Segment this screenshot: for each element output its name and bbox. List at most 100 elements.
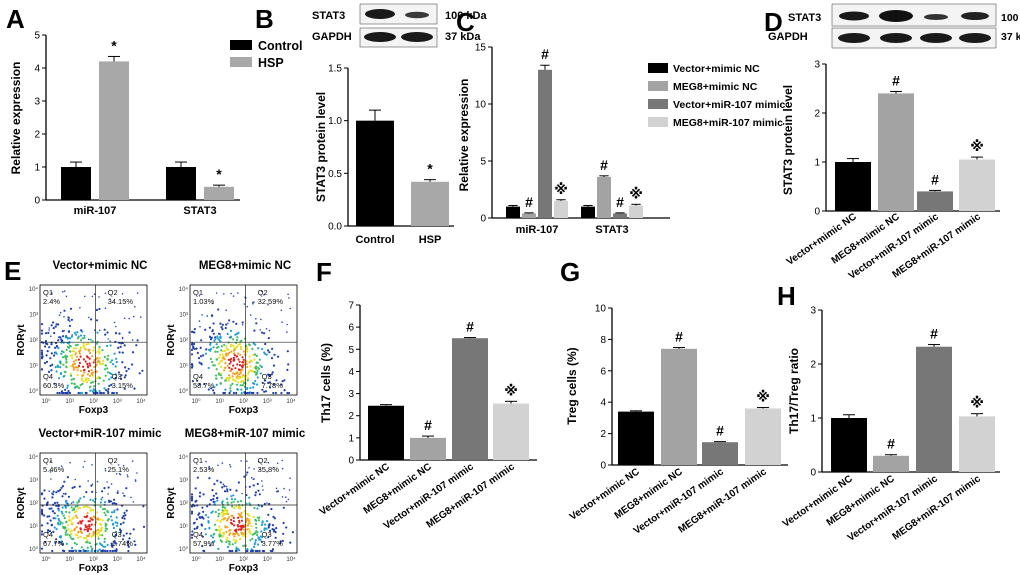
significance-mark: # <box>600 157 608 173</box>
flow-event <box>254 541 257 544</box>
quadrant-label: Q1 <box>43 288 53 297</box>
flow-event <box>97 535 100 538</box>
flow-event <box>218 525 221 528</box>
flow-event <box>134 543 137 547</box>
flow-y-tick: 10³ <box>179 313 188 319</box>
flow-event <box>238 360 241 363</box>
flow-event <box>217 464 219 467</box>
flow-event <box>211 536 214 539</box>
flow-event <box>71 486 74 489</box>
flow-event <box>229 387 232 390</box>
flow-event <box>235 530 238 533</box>
flow-event <box>49 460 52 463</box>
flow-event <box>51 492 53 495</box>
flow-event <box>90 381 93 384</box>
flow-event <box>86 541 89 544</box>
flow-event <box>230 498 234 501</box>
quadrant-label: Q3 <box>112 530 122 539</box>
panel-letter-e: E <box>4 256 21 286</box>
flow-event <box>75 347 78 350</box>
flow-event <box>219 336 222 339</box>
flow-event <box>240 524 243 527</box>
flow-event <box>221 462 224 464</box>
flow-y-axis-label: RORγt <box>16 324 27 356</box>
flow-event <box>107 518 110 521</box>
flow-event <box>193 504 196 508</box>
flow-event <box>204 328 207 331</box>
flow-event <box>40 530 44 533</box>
flow-event <box>209 347 212 351</box>
flow-event <box>239 353 242 356</box>
flow-event <box>110 542 113 545</box>
blot-band <box>879 10 913 22</box>
flow-event <box>109 298 111 300</box>
flow-event <box>71 354 74 357</box>
y-tick-label: 3 <box>34 97 40 108</box>
flow-event <box>252 391 255 395</box>
flow-event <box>92 349 95 352</box>
flow-event <box>193 527 196 531</box>
flow-event <box>98 348 101 351</box>
panel-letter-c: C <box>456 7 475 37</box>
flow-event <box>43 362 47 365</box>
flow-event <box>50 352 53 355</box>
flow-event <box>44 340 48 343</box>
flow-event <box>220 326 223 329</box>
flow-event <box>97 518 100 521</box>
flow-event <box>253 329 256 332</box>
flow-event <box>273 528 276 532</box>
flow-event <box>248 467 250 469</box>
flow-event <box>59 488 62 491</box>
flow-event <box>91 483 94 486</box>
flow-event <box>53 331 56 335</box>
flow-event <box>92 391 95 395</box>
flow-event <box>89 352 92 355</box>
flow-event <box>58 360 62 363</box>
flow-event <box>133 387 136 390</box>
flow-event <box>82 466 85 468</box>
flow-event <box>213 483 216 486</box>
flow-event <box>252 303 254 305</box>
flow-event <box>58 314 61 316</box>
x-category-label: Vector+mimic NC <box>568 466 642 522</box>
flow-event <box>84 505 88 508</box>
flow-event <box>273 517 276 520</box>
flow-event <box>256 391 259 395</box>
flow-event <box>202 354 205 357</box>
flow-event <box>122 492 124 495</box>
flow-event <box>213 540 216 543</box>
flow-event <box>196 379 199 382</box>
y-tick-label: 0 <box>348 456 354 467</box>
flow-event <box>260 318 262 321</box>
flow-event <box>259 372 262 375</box>
y-tick-label: 2 <box>348 411 354 422</box>
flow-event <box>90 372 93 375</box>
flow-event <box>70 318 73 321</box>
flow-x-tick: 10¹ <box>65 557 74 563</box>
bar <box>166 167 196 200</box>
flow-event <box>109 361 112 364</box>
flow-event <box>68 391 72 395</box>
flow-event <box>272 391 275 395</box>
flow-x-axis-label: Foxp3 <box>79 405 109 416</box>
flow-event <box>246 387 249 391</box>
flow-event <box>115 516 118 519</box>
flow-event <box>70 549 73 553</box>
flow-event <box>84 460 86 463</box>
flow-event <box>273 353 276 356</box>
flow-event <box>57 347 60 350</box>
flow-event <box>99 329 101 332</box>
flow-event <box>134 480 137 482</box>
flow-x-tick: 10⁰ <box>41 556 51 563</box>
flow-event <box>101 362 104 365</box>
flow-event <box>103 540 106 543</box>
flow-event <box>265 328 268 330</box>
bar <box>493 403 529 460</box>
quadrant-label: Q4 <box>43 530 53 539</box>
flow-event <box>61 522 64 525</box>
flow-event <box>127 475 129 478</box>
flow-event <box>65 542 68 546</box>
flow-event <box>131 339 134 341</box>
flow-plot-title: MEG8+mimic NC <box>199 260 291 272</box>
bar <box>99 61 129 201</box>
